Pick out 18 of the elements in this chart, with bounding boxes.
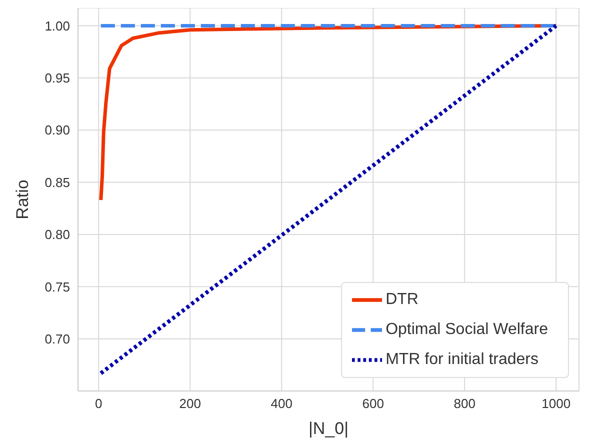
legend-label: MTR for initial traders	[386, 351, 538, 368]
y-tick-label: 0.70	[44, 331, 70, 346]
x-tick-label: 200	[179, 396, 201, 412]
x-tick-label: 1000	[542, 396, 571, 412]
y-tick-label: 0.90	[44, 122, 70, 138]
y-tick-label: 0.95	[44, 70, 70, 86]
x-tick-label: 400	[270, 396, 292, 412]
x-tick-label: 0	[94, 396, 102, 412]
y-tick-label: 1.00	[44, 18, 70, 34]
legend-label: DTR	[386, 291, 418, 308]
y-axis-title: Ratio	[13, 180, 32, 220]
legend-label: Optimal Social Welfare	[386, 321, 548, 338]
x-tick-label: 800	[454, 396, 476, 412]
y-tick-label: 0.80	[44, 227, 70, 242]
x-axis-title: |N_0|	[308, 419, 349, 438]
y-tick-label: 0.75	[44, 279, 70, 294]
y-tick-label: 0.85	[44, 174, 70, 190]
x-tick-label: 600	[362, 396, 384, 412]
